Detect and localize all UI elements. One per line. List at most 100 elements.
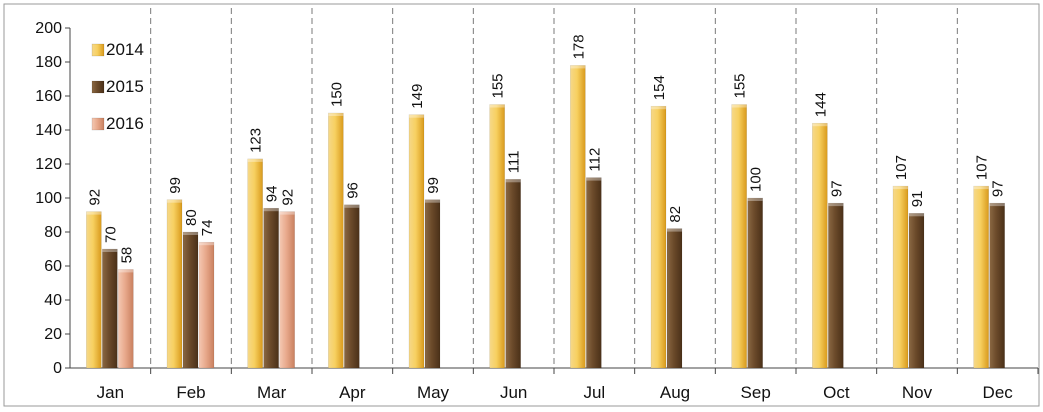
y-tick-label: 180 — [35, 54, 62, 71]
data-label: 91 — [909, 191, 926, 208]
data-label: 155 — [732, 73, 749, 98]
legend-swatch-2016 — [91, 117, 105, 131]
bar-2014-mar — [247, 158, 263, 369]
bar-cap — [199, 242, 214, 246]
data-label: 107 — [893, 155, 910, 180]
x-tick-label: Aug — [660, 383, 690, 402]
bar-cap — [651, 106, 666, 110]
legend-label-2015: 2015 — [106, 77, 144, 96]
bar-cap — [973, 186, 989, 190]
bar-2014-may — [408, 114, 425, 369]
bar-cap — [812, 123, 828, 127]
y-tick-label: 160 — [35, 88, 62, 105]
data-label: 150 — [328, 82, 345, 107]
data-label: 149 — [409, 84, 426, 109]
bar-2016-feb — [198, 241, 215, 369]
bar-cap — [667, 228, 682, 232]
bar-2015-mar — [263, 207, 279, 369]
bar-2015-apr — [344, 204, 360, 369]
bar-2015-jul — [586, 177, 602, 369]
bar-cap — [86, 211, 102, 215]
data-label: 107 — [974, 155, 991, 180]
bar-2015-nov — [908, 213, 925, 369]
data-label: 178 — [570, 34, 587, 59]
data-label: 70 — [102, 226, 119, 243]
legend-label-2016: 2016 — [106, 114, 144, 133]
bar-2014-jun — [489, 104, 505, 369]
data-label: 99 — [167, 177, 184, 194]
bar-cap — [505, 179, 521, 183]
bar-cap — [586, 177, 602, 181]
bar-cap — [425, 199, 440, 203]
x-tick-label: Oct — [823, 383, 850, 402]
y-tick-label: 140 — [35, 122, 62, 139]
bar-cap — [409, 114, 424, 118]
data-label: 155 — [490, 73, 507, 98]
bar-cap — [893, 186, 908, 190]
x-tick-label: May — [417, 383, 450, 402]
legend-label-2014: 2014 — [106, 40, 144, 59]
bar-2015-oct — [828, 202, 844, 369]
bar-cap — [167, 199, 182, 203]
bar-2015-jun — [505, 179, 521, 369]
x-tick-label: Jan — [97, 383, 124, 402]
data-label: 97 — [990, 180, 1007, 197]
x-tick-label: Dec — [983, 383, 1014, 402]
bar-2014-feb — [166, 199, 183, 369]
bar-cap — [279, 211, 295, 215]
bar-2015-dec — [989, 202, 1005, 369]
bar-2014-apr — [328, 112, 344, 369]
bar-cap — [344, 204, 360, 208]
x-tick-label: Mar — [257, 383, 287, 402]
bar-cap — [731, 104, 747, 108]
y-tick-label: 120 — [35, 156, 62, 173]
bar-2016-mar — [279, 211, 295, 369]
bar-2015-feb — [182, 231, 199, 369]
y-tick-label: 100 — [35, 190, 62, 207]
bar-2014-jan — [86, 211, 102, 369]
bar-cap — [989, 203, 1005, 207]
y-tick-label: 40 — [44, 292, 62, 309]
y-tick-label: 60 — [44, 258, 62, 275]
data-label: 100 — [748, 167, 765, 192]
bar-cap — [909, 213, 924, 217]
legend-swatch-2014 — [91, 43, 105, 57]
bar-2014-jul — [570, 65, 586, 369]
y-tick-label: 20 — [44, 326, 62, 343]
bar-2016-jan — [118, 269, 134, 369]
x-tick-label: Sep — [741, 383, 771, 402]
bar-cap — [183, 232, 198, 235]
bar-2014-sep — [731, 104, 747, 369]
bar-2014-aug — [650, 105, 667, 369]
bar-cap — [828, 203, 844, 207]
bar-cap — [102, 249, 118, 252]
data-label: 92 — [86, 189, 103, 206]
bar-2015-jan — [102, 248, 118, 369]
bar-cap — [263, 208, 279, 212]
bar-2015-sep — [747, 197, 763, 369]
bar-2015-aug — [666, 228, 683, 369]
legend-swatch-2015 — [91, 80, 105, 94]
data-label: 97 — [828, 180, 845, 197]
bar-cap — [570, 65, 586, 69]
bar-2014-dec — [973, 185, 989, 369]
bar-2015-may — [424, 199, 441, 369]
data-label: 92 — [280, 189, 297, 206]
bar-2014-nov — [892, 185, 909, 369]
y-tick-label: 0 — [53, 360, 62, 377]
data-label: 99 — [425, 177, 442, 194]
x-tick-label: Jul — [583, 383, 605, 402]
y-tick-label: 80 — [44, 224, 62, 241]
data-label: 58 — [118, 247, 135, 264]
y-tick-label: 200 — [35, 20, 62, 37]
bar-cap — [328, 113, 344, 116]
chart-frame — [3, 3, 1040, 407]
bar-cap — [489, 104, 505, 108]
bar-cap — [247, 158, 263, 162]
data-label: 82 — [667, 206, 684, 223]
data-label: 154 — [651, 75, 668, 100]
bar-cap — [747, 198, 763, 201]
data-label: 96 — [344, 182, 361, 199]
data-label: 74 — [199, 220, 216, 237]
